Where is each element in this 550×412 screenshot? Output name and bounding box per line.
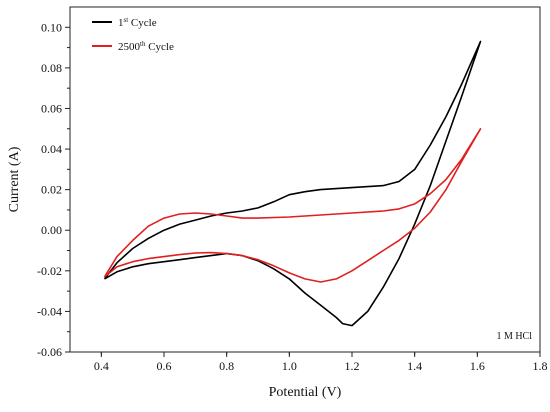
x-tick-label: 0.4 (94, 359, 109, 373)
legend-label-2: 2500th Cycle (118, 40, 174, 53)
y-tick-label: -0.02 (37, 264, 62, 278)
x-axis-title: Potential (V) (269, 385, 342, 400)
x-tick-label: 1.8 (533, 359, 548, 373)
y-tick-label: 0.10 (41, 20, 62, 34)
series-line-2 (103, 128, 482, 283)
y-tick-label: -0.06 (37, 345, 62, 359)
y-tick-label: 0.08 (41, 61, 62, 75)
data-series (103, 40, 482, 327)
x-tick-label: 1.4 (407, 359, 422, 373)
legend-label-1: 1st Cycle (118, 16, 157, 29)
plot-frame (69, 6, 541, 353)
y-tick-label: 0.00 (41, 223, 62, 237)
x-tick-label: 0.8 (219, 359, 234, 373)
y-tick-labels: -0.06 -0.04 -0.02 0.00 0.02 0.04 0.06 0.08 0.10 (37, 20, 62, 359)
legend: 1st Cycle 2500th Cycle (92, 16, 174, 53)
y-tick-label: 0.02 (41, 183, 62, 197)
y-tick-label: -0.04 (37, 304, 62, 318)
axis-ticks (65, 26, 541, 357)
y-tick-label: 0.06 (41, 101, 62, 115)
x-tick-label: 0.6 (157, 359, 172, 373)
electrolyte-annotation: 1 M HCl (496, 331, 532, 342)
y-axis-title: Current (A) (7, 146, 22, 212)
x-tick-label: 1.0 (282, 359, 297, 373)
x-tick-label: 1.2 (345, 359, 360, 373)
x-tick-labels: 0.4 0.6 0.8 1.0 1.2 1.4 1.6 1.8 (94, 359, 548, 373)
y-tick-label: 0.04 (41, 142, 62, 156)
series-line-1 (103, 40, 482, 327)
x-tick-label: 1.6 (470, 359, 485, 373)
